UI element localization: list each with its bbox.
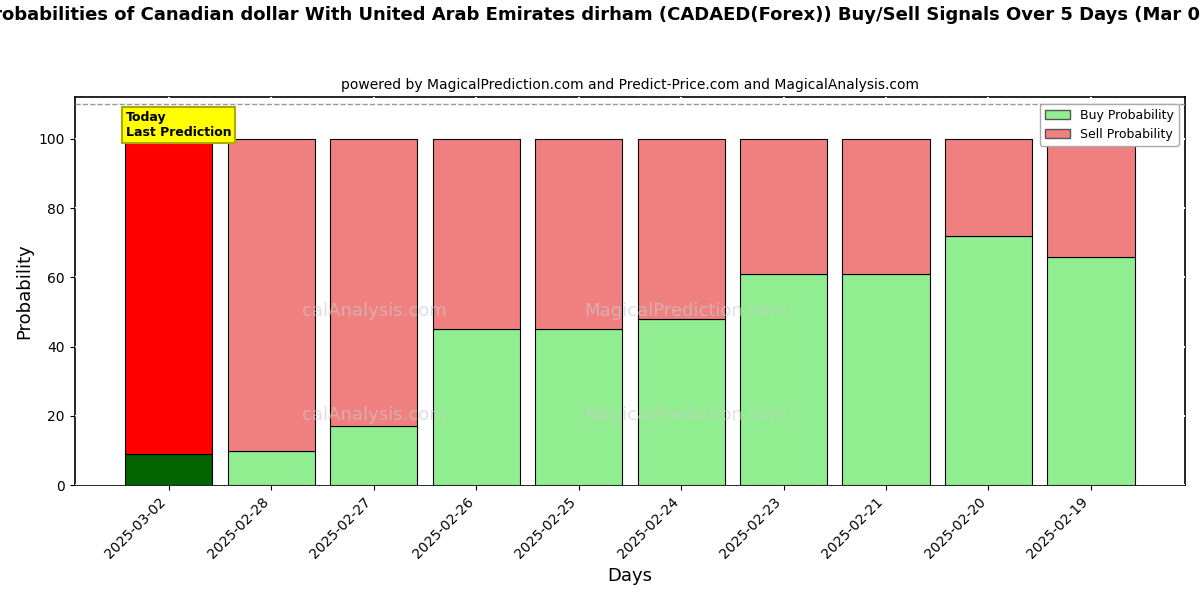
Bar	[637, 319, 725, 485]
Text: Today
Last Prediction: Today Last Prediction	[126, 111, 232, 139]
Legend: Buy Probability, Sell Probability: Buy Probability, Sell Probability	[1040, 104, 1178, 146]
Bar	[432, 329, 520, 485]
Bar	[535, 329, 622, 485]
Bar	[740, 139, 827, 274]
Bar	[228, 451, 314, 485]
Bar	[944, 139, 1032, 236]
Bar	[740, 274, 827, 485]
Title: powered by MagicalPrediction.com and Predict-Price.com and MagicalAnalysis.com: powered by MagicalPrediction.com and Pre…	[341, 78, 919, 92]
Bar	[330, 427, 418, 485]
Bar	[842, 274, 930, 485]
Bar	[842, 139, 930, 274]
Bar	[228, 139, 314, 451]
Text: Probabilities of Canadian dollar With United Arab Emirates dirham (CADAED(Forex): Probabilities of Canadian dollar With Un…	[0, 6, 1200, 24]
Bar	[637, 139, 725, 319]
Bar	[1048, 257, 1134, 485]
Bar	[125, 454, 212, 485]
Bar	[944, 236, 1032, 485]
Bar	[330, 139, 418, 427]
Text: MagicalPrediction.com: MagicalPrediction.com	[584, 302, 787, 320]
Y-axis label: Probability: Probability	[16, 244, 34, 339]
Bar	[432, 139, 520, 329]
Bar	[535, 139, 622, 329]
X-axis label: Days: Days	[607, 567, 653, 585]
Text: MagicalPrediction.com: MagicalPrediction.com	[584, 406, 787, 424]
Bar	[125, 139, 212, 454]
Bar	[1048, 139, 1134, 257]
Text: calAnalysis.com: calAnalysis.com	[302, 302, 446, 320]
Text: calAnalysis.com: calAnalysis.com	[302, 406, 446, 424]
